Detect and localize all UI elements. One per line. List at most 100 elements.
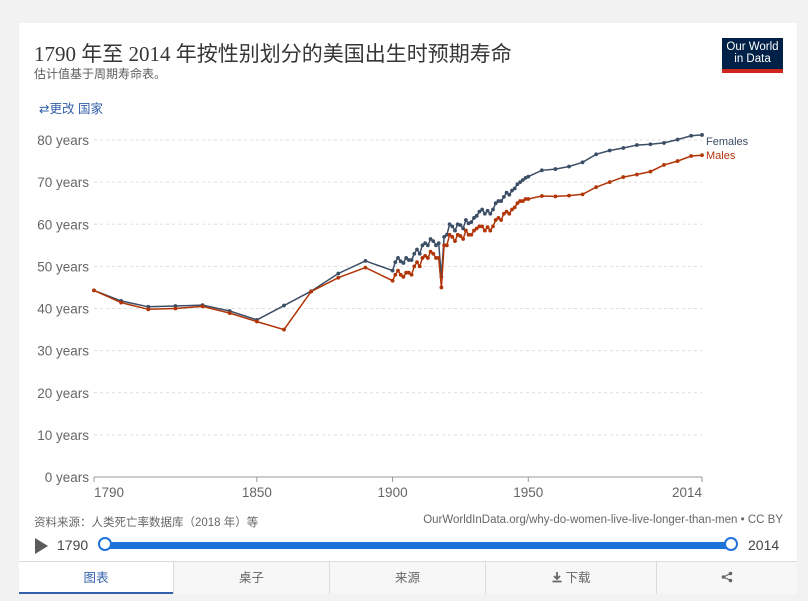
axes: 0 years 10 years 20 years 30 years 40 years 5…: [37, 133, 703, 500]
x-tick-label: 1790: [94, 485, 124, 500]
males-point: [594, 185, 599, 190]
x-tick-label: 1900: [378, 485, 408, 500]
females-point: [425, 243, 430, 248]
males-point: [482, 228, 487, 233]
females-point: [396, 256, 400, 260]
y-tick-label: 40 years: [37, 302, 89, 317]
owid-logo[interactable]: Our World in Data: [722, 38, 783, 73]
females-point: [282, 303, 286, 308]
males-point: [499, 218, 504, 222]
tab-chart[interactable]: 图表: [19, 562, 173, 594]
tab-bar: 图表 桌子 来源 下载: [19, 561, 797, 594]
females-point: [675, 137, 680, 142]
males-point: [675, 159, 680, 163]
timeline-slider-track[interactable]: [105, 542, 732, 549]
males-point: [447, 232, 452, 237]
females-point: [477, 209, 482, 214]
males-point: [474, 226, 479, 231]
series: [92, 133, 704, 332]
tab-sources-label: 来源: [394, 571, 420, 585]
males-point: [119, 300, 124, 305]
females-line: [93, 134, 703, 321]
males-point: [504, 209, 509, 214]
females-point: [507, 192, 512, 197]
y-tick-label: 50 years: [37, 259, 89, 274]
tab-sources[interactable]: 来源: [329, 562, 485, 594]
logo-line-2: in Data: [734, 53, 771, 65]
males-point: [254, 319, 259, 324]
females-point: [393, 260, 398, 265]
females-point: [518, 180, 523, 185]
download-icon: [552, 572, 562, 583]
males-point: [491, 224, 495, 229]
males-point: [200, 304, 205, 309]
x-tick-label: 2014: [672, 485, 703, 500]
timeline: 1790 2014: [0, 534, 808, 558]
females-point: [499, 199, 504, 203]
grid-lines: [94, 139, 702, 436]
females-point: [461, 226, 466, 231]
source-link[interactable]: 资料来源：人类死亡率数据库（2018 年）等: [34, 517, 259, 529]
females-point: [662, 141, 666, 145]
females-point: [420, 243, 425, 248]
males-point: [393, 272, 398, 277]
females-point: [634, 143, 639, 147]
y-tick-label: 0 years: [45, 470, 90, 485]
males-point: [662, 162, 666, 167]
males-point: [523, 197, 528, 201]
males-point: [648, 169, 653, 174]
males-point: [463, 228, 468, 233]
females-point: [423, 241, 428, 246]
timeline-start-year: 1790: [57, 537, 89, 553]
males-point: [518, 199, 523, 203]
males-point: [404, 270, 409, 275]
females-point: [474, 213, 479, 218]
females-point: [431, 239, 436, 244]
males-point: [450, 234, 455, 239]
males-point: [409, 272, 414, 277]
females-point: [501, 194, 506, 199]
females-point: [580, 160, 585, 165]
males-point: [689, 154, 694, 158]
males-point: [634, 172, 639, 177]
females-point: [472, 216, 476, 220]
males-point: [398, 272, 403, 277]
series-labels: Females Males: [706, 136, 749, 162]
males-point: [580, 192, 585, 197]
females-point: [412, 251, 417, 256]
males-point: [507, 211, 512, 216]
females-point: [434, 243, 438, 248]
females-point: [404, 256, 409, 260]
males-point: [466, 232, 471, 237]
change-country-button[interactable]: ⇄更改 国家: [39, 102, 103, 116]
y-tick-label: 70 years: [37, 175, 89, 190]
females-point: [485, 208, 490, 213]
y-tick-label: 20 years: [37, 386, 89, 401]
females-point: [415, 247, 419, 252]
females-point: [594, 152, 599, 157]
timeline-end-handle[interactable]: [724, 537, 738, 551]
chart-title: 1790 年至 2014 年按性别划分的美国出生时预期寿命: [34, 42, 512, 66]
females-point: [689, 133, 694, 138]
females-point: [436, 241, 441, 246]
chart-url-link[interactable]: OurWorldInData.org/why-do-women-live-liv…: [423, 514, 783, 526]
females-point: [453, 228, 457, 233]
timeline-start-handle[interactable]: [98, 537, 112, 551]
males-point: [621, 175, 626, 179]
y-tick-label: 60 years: [37, 217, 89, 232]
females-point: [417, 251, 422, 256]
x-tick-label: 1950: [513, 485, 543, 500]
logo-line-1: Our World: [726, 41, 779, 53]
males-point: [472, 228, 476, 233]
tab-share[interactable]: [656, 562, 797, 594]
tab-table[interactable]: 桌子: [173, 562, 329, 594]
females-point: [539, 168, 544, 173]
females-point: [482, 211, 487, 216]
females-point: [363, 258, 368, 263]
males-point: [227, 311, 232, 316]
tab-download[interactable]: 下载: [485, 562, 656, 594]
play-icon[interactable]: [35, 538, 48, 554]
males-point: [146, 307, 151, 312]
chart-subtitle: 估计值基于周期寿命表。: [34, 67, 167, 81]
